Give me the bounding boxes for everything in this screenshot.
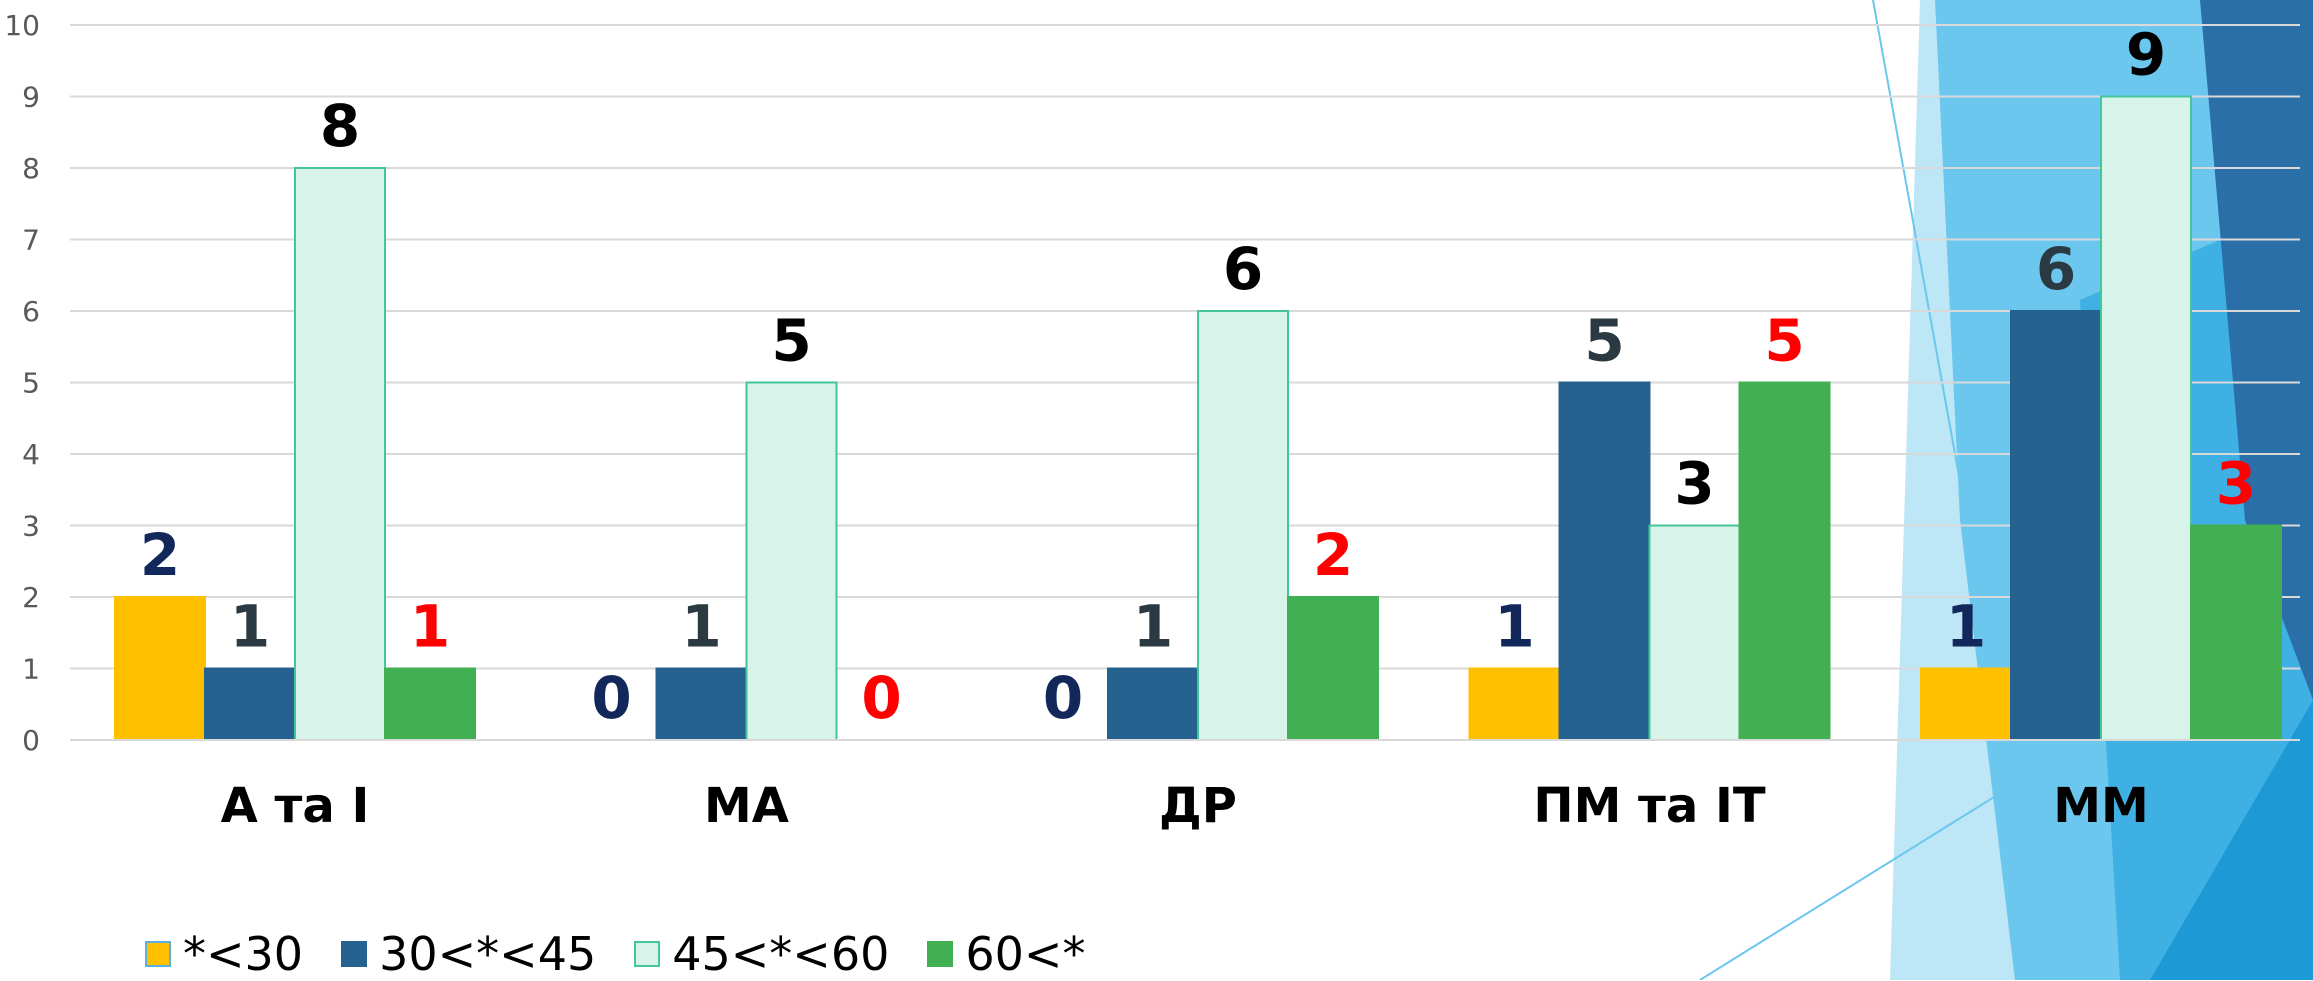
data-label: 5 — [1764, 307, 1804, 375]
legend-label: *<30 — [183, 927, 303, 981]
bar — [1288, 597, 1378, 740]
legend-item: *<30 — [145, 927, 303, 981]
legend-item: 60<* — [927, 927, 1085, 981]
bar — [2011, 311, 2101, 740]
y-tick-label: 10 — [4, 9, 40, 42]
data-label: 9 — [2126, 21, 2166, 89]
y-tick-label: 1 — [22, 653, 40, 686]
bar — [295, 168, 385, 740]
bar — [205, 669, 295, 741]
legend-swatch — [927, 941, 953, 967]
bar — [385, 669, 475, 741]
bar — [2101, 97, 2191, 741]
bar — [2191, 526, 2281, 741]
legend-label: 45<*<60 — [672, 927, 889, 981]
x-tick-label: ММ — [2053, 778, 2149, 834]
bar — [1921, 669, 2011, 741]
data-label: 1 — [410, 593, 450, 661]
data-label: 0 — [591, 664, 631, 732]
data-label: 1 — [1946, 593, 1986, 661]
legend: *<30 30<*<45 45<*<60 60<* — [145, 928, 1123, 980]
data-label: 5 — [1584, 307, 1624, 375]
y-tick-label: 7 — [22, 224, 40, 257]
legend-swatch — [341, 941, 367, 967]
data-label: 3 — [1674, 450, 1714, 518]
data-label: 1 — [230, 593, 270, 661]
bar — [657, 669, 747, 741]
data-label: 3 — [2216, 450, 2256, 518]
y-tick-label: 5 — [22, 367, 40, 400]
legend-label: 30<*<45 — [379, 927, 596, 981]
bar — [747, 383, 837, 741]
legend-swatch — [145, 941, 171, 967]
y-tick-label: 4 — [22, 438, 40, 471]
y-tick-label: 8 — [22, 152, 40, 185]
data-label: 6 — [2036, 235, 2076, 303]
data-label: 8 — [320, 92, 360, 160]
bar — [115, 597, 205, 740]
data-label: 1 — [1494, 593, 1534, 661]
data-label: 6 — [1223, 235, 1263, 303]
data-label: 1 — [681, 593, 721, 661]
legend-label: 60<* — [965, 927, 1085, 981]
y-axis: 0 1 2 3 4 5 6 7 8 9 10 — [4, 9, 40, 757]
x-tick-label: А та І — [221, 778, 370, 834]
legend-item: 30<*<45 — [341, 927, 596, 981]
bar — [1740, 383, 1830, 741]
data-label: 0 — [1043, 664, 1083, 732]
legend-item: 45<*<60 — [634, 927, 889, 981]
data-label: 2 — [140, 521, 180, 589]
bar — [1108, 669, 1198, 741]
y-tick-label: 2 — [22, 581, 40, 614]
data-label: 0 — [861, 664, 901, 732]
data-label: 1 — [1133, 593, 1173, 661]
x-tick-label: ДР — [1159, 778, 1237, 834]
legend-swatch — [634, 941, 660, 967]
bar — [1560, 383, 1650, 741]
bar — [1470, 669, 1560, 741]
x-tick-label: МА — [704, 778, 789, 834]
y-tick-label: 3 — [22, 510, 40, 543]
x-tick-label: ПМ та ІТ — [1533, 778, 1765, 834]
bar — [1198, 311, 1288, 740]
bar — [1650, 526, 1740, 741]
y-tick-label: 9 — [22, 81, 40, 114]
y-tick-label: 0 — [22, 724, 40, 757]
data-label: 2 — [1313, 521, 1353, 589]
data-label: 5 — [771, 307, 811, 375]
y-tick-label: 6 — [22, 295, 40, 328]
